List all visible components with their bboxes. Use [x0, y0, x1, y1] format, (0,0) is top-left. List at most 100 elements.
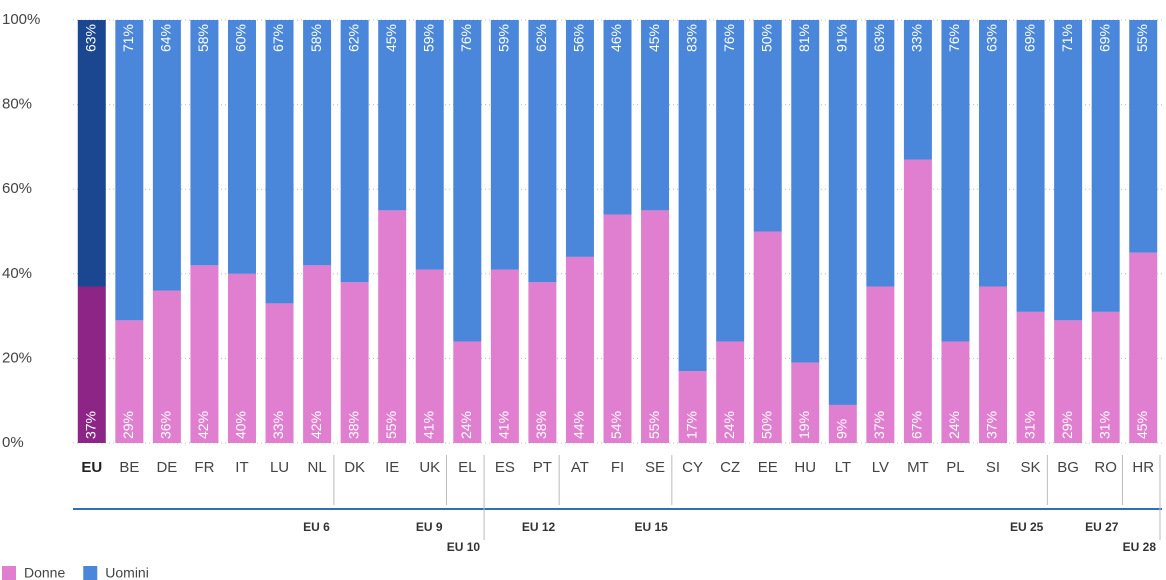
bar-segment: [791, 20, 820, 363]
bar-segment: [753, 20, 782, 232]
x-tick-label: DE: [156, 459, 177, 476]
value-label: 38%: [345, 411, 361, 439]
value-label: 9%: [834, 419, 850, 439]
value-label: 29%: [1059, 411, 1075, 439]
bar-segment: [603, 214, 632, 443]
value-label: 62%: [345, 24, 361, 52]
bar-segment: [866, 20, 895, 287]
bar-segment: [528, 282, 557, 443]
bar-segment: [265, 20, 294, 304]
x-tick-label: HR: [1132, 459, 1154, 476]
legend-label: Donne: [24, 565, 65, 580]
value-label: 55%: [1134, 24, 1150, 52]
bar-segment: [1129, 20, 1158, 253]
bar-segment: [152, 20, 181, 291]
value-label: 31%: [1021, 411, 1037, 439]
bar-segment: [641, 210, 670, 443]
bar-segment: [716, 341, 745, 443]
bar-segment: [941, 341, 970, 443]
x-tick-label: BG: [1057, 459, 1079, 476]
value-label: 50%: [758, 24, 774, 52]
x-tick-label: AT: [571, 459, 589, 476]
bar-segment: [1129, 252, 1158, 443]
bar-segment: [1016, 20, 1045, 312]
bar-segment: [265, 303, 294, 443]
x-tick-label: CZ: [720, 459, 740, 476]
group-label: EU 27: [1085, 520, 1119, 534]
value-label: 42%: [308, 411, 324, 439]
bar-segment: [1091, 311, 1120, 443]
x-tick-label: LU: [270, 459, 289, 476]
group-label: EU 6: [303, 520, 330, 534]
x-tick-label: EU: [81, 459, 102, 476]
bar-segment: [115, 20, 144, 321]
x-tick-label: IT: [235, 459, 248, 476]
value-label: 24%: [946, 411, 962, 439]
value-label: 59%: [496, 24, 512, 52]
value-label: 63%: [871, 24, 887, 52]
group-label: EU 25: [1010, 520, 1044, 534]
value-label: 24%: [458, 411, 474, 439]
bar-segment: [716, 20, 745, 342]
bar-segment: [866, 286, 895, 443]
value-label: 45%: [1134, 411, 1150, 439]
value-label: 58%: [308, 24, 324, 52]
x-tick-label: FR: [194, 459, 214, 476]
value-label: 76%: [946, 24, 962, 52]
bar-segment: [903, 159, 932, 443]
x-tick-label: SE: [645, 459, 665, 476]
value-label: 45%: [383, 24, 399, 52]
x-tick-label: HU: [794, 459, 816, 476]
x-tick-label: BE: [119, 459, 139, 476]
legend-label: Uomini: [105, 565, 149, 580]
x-tick-label: EL: [458, 459, 476, 476]
bar-segment: [941, 20, 970, 342]
value-label: 17%: [683, 411, 699, 439]
value-label: 56%: [571, 24, 587, 52]
bar-segment: [678, 371, 707, 443]
value-label: 63%: [984, 24, 1000, 52]
value-label: 76%: [458, 24, 474, 52]
bar-segment: [528, 20, 557, 283]
legend-swatch: [83, 566, 98, 580]
group-label: EU 15: [634, 520, 668, 534]
value-label: 67%: [270, 24, 286, 52]
bar-segment: [1054, 320, 1083, 443]
bar-segment: [152, 290, 181, 443]
x-tick-label: EE: [758, 459, 778, 476]
x-tick-label: IE: [385, 459, 399, 476]
x-tick-label: LV: [872, 459, 889, 476]
value-label: 37%: [984, 411, 1000, 439]
value-label: 37%: [871, 411, 887, 439]
value-label: 64%: [158, 24, 174, 52]
bar-segment: [190, 20, 219, 266]
bar-segment: [1091, 20, 1120, 312]
value-label: 76%: [721, 24, 737, 52]
x-tick-label: LT: [835, 459, 851, 476]
bar-segment: [1054, 20, 1083, 321]
y-tick-label: 0%: [2, 434, 24, 451]
y-tick-label: 60%: [2, 180, 32, 197]
x-tick-label: MT: [907, 459, 929, 476]
bar-segment: [77, 286, 106, 443]
bar-segment: [641, 20, 670, 211]
bar-segment: [340, 282, 369, 443]
bar-segment: [415, 20, 444, 270]
bar-segment: [979, 286, 1008, 443]
value-label: 45%: [646, 24, 662, 52]
bar-segment: [378, 210, 407, 443]
value-label: 81%: [796, 24, 812, 52]
value-label: 33%: [270, 411, 286, 439]
value-label: 42%: [195, 411, 211, 439]
value-label: 24%: [721, 411, 737, 439]
value-label: 19%: [796, 411, 812, 439]
y-tick-label: 80%: [2, 96, 32, 113]
x-tick-label: ES: [495, 459, 515, 476]
value-label: 40%: [233, 411, 249, 439]
x-tick-label: PL: [946, 459, 964, 476]
bar-segment: [903, 20, 932, 160]
value-label: 69%: [1096, 24, 1112, 52]
value-label: 55%: [646, 411, 662, 439]
bar-segment: [791, 362, 820, 443]
